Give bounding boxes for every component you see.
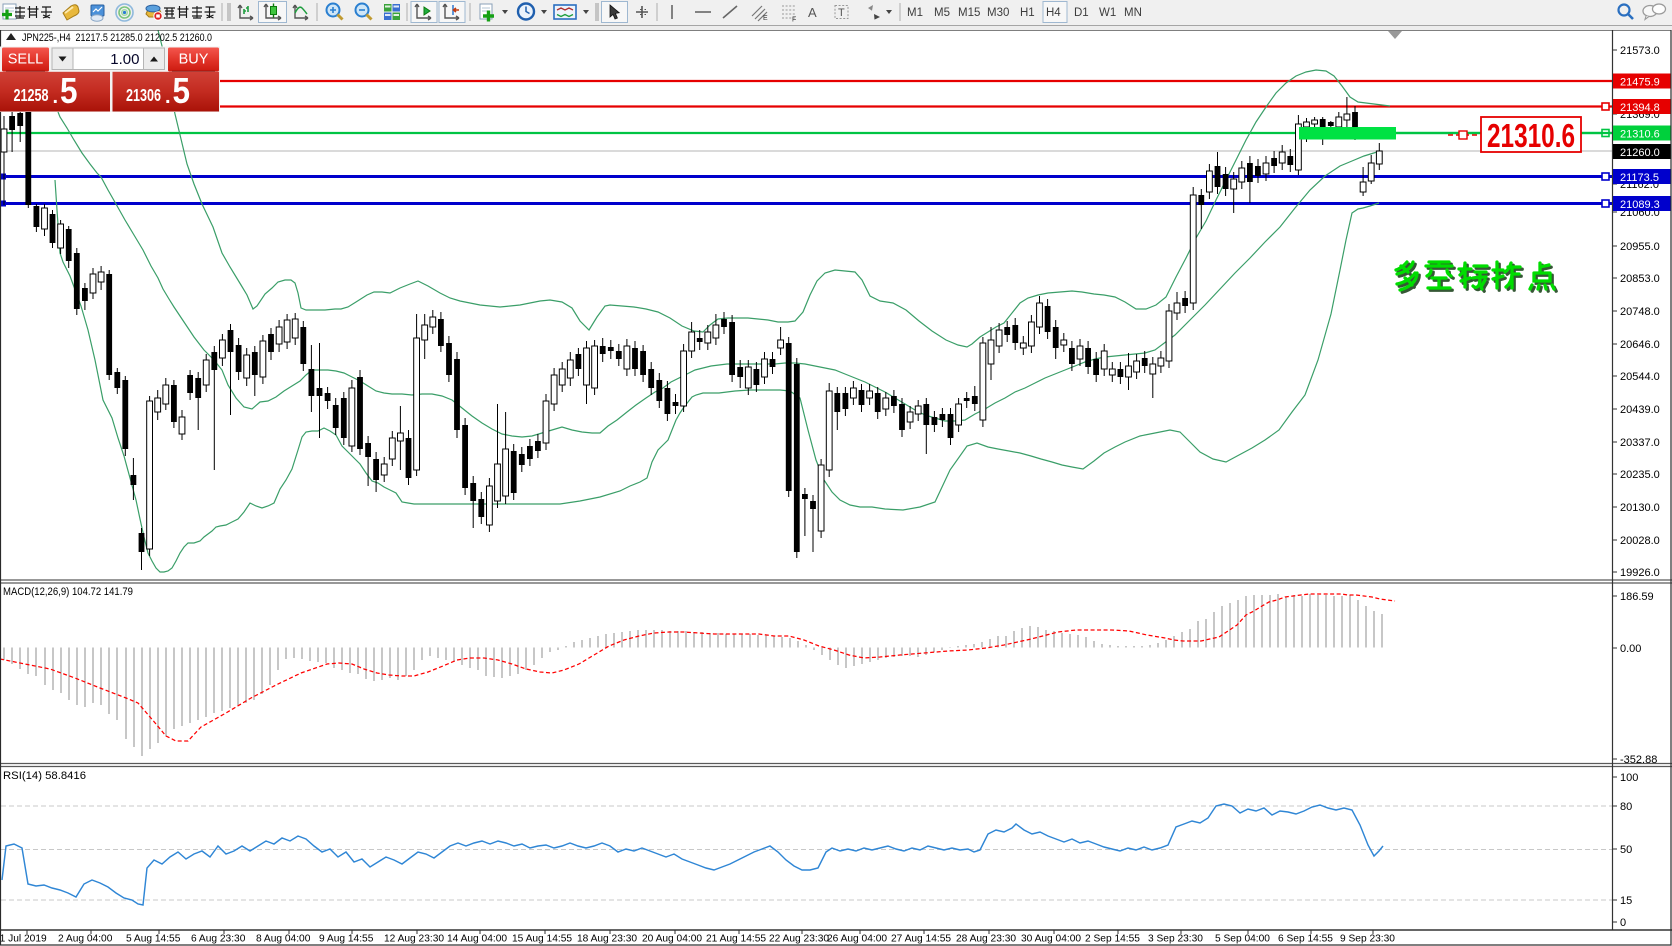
svg-text:H4: H4 xyxy=(1046,7,1061,19)
svg-text:.: . xyxy=(165,86,171,108)
svg-text:JPN225-,H4 21217.5 21285.0 21: JPN225-,H4 21217.5 21285.0 21202.5 21260… xyxy=(22,32,212,44)
svg-text:80: 80 xyxy=(1620,801,1632,813)
svg-text:14 Aug 04:00: 14 Aug 04:00 xyxy=(447,934,507,945)
svg-text:186.59: 186.59 xyxy=(1620,591,1654,603)
svg-text:20130.0: 20130.0 xyxy=(1620,502,1660,514)
svg-text:SELL: SELL xyxy=(8,52,43,68)
svg-text:A: A xyxy=(808,5,817,20)
svg-text:8 Aug 04:00: 8 Aug 04:00 xyxy=(256,934,311,945)
svg-text:50: 50 xyxy=(1620,844,1632,856)
svg-text:21173.5: 21173.5 xyxy=(1620,172,1659,184)
svg-text:3 Sep 23:30: 3 Sep 23:30 xyxy=(1148,934,1203,945)
svg-text:5: 5 xyxy=(173,70,191,111)
svg-text:20955.0: 20955.0 xyxy=(1620,241,1660,253)
svg-text:21310.6: 21310.6 xyxy=(1620,129,1660,141)
svg-text:20439.0: 20439.0 xyxy=(1620,404,1660,416)
svg-text:H1: H1 xyxy=(1020,7,1035,19)
svg-text:MACD(12,26,9) 104.72 141.79: MACD(12,26,9) 104.72 141.79 xyxy=(3,586,133,598)
svg-text:15: 15 xyxy=(1620,895,1632,907)
svg-text:20853.0: 20853.0 xyxy=(1620,273,1660,285)
svg-text:2 Sep 14:55: 2 Sep 14:55 xyxy=(1085,934,1140,945)
svg-text:15 Aug 14:55: 15 Aug 14:55 xyxy=(512,934,572,945)
svg-text:21573.0: 21573.0 xyxy=(1620,45,1660,57)
svg-text:M15: M15 xyxy=(958,7,980,19)
svg-text:21475.9: 21475.9 xyxy=(1620,77,1660,89)
svg-text:6 Aug 23:30: 6 Aug 23:30 xyxy=(191,934,246,945)
svg-text:F: F xyxy=(792,17,796,24)
svg-text:E: E xyxy=(763,15,768,22)
svg-text:.: . xyxy=(53,86,59,108)
svg-text:21258: 21258 xyxy=(14,85,49,105)
svg-text:21089.3: 21089.3 xyxy=(1620,199,1660,211)
svg-text:T: T xyxy=(838,7,845,19)
svg-text:1.00: 1.00 xyxy=(110,51,139,68)
svg-text:26 Aug 04:00: 26 Aug 04:00 xyxy=(827,934,887,945)
svg-text:21310.6: 21310.6 xyxy=(1487,117,1575,154)
svg-text:M30: M30 xyxy=(987,7,1009,19)
svg-text:5: 5 xyxy=(60,70,78,111)
svg-text:W1: W1 xyxy=(1099,7,1116,19)
svg-text:9 Sep 23:30: 9 Sep 23:30 xyxy=(1340,934,1395,945)
svg-text:0: 0 xyxy=(1620,917,1626,929)
svg-text:20235.0: 20235.0 xyxy=(1620,469,1660,481)
svg-text:12 Aug 23:30: 12 Aug 23:30 xyxy=(384,934,444,945)
svg-text:20544.0: 20544.0 xyxy=(1620,371,1660,383)
svg-text:30 Aug 04:00: 30 Aug 04:00 xyxy=(1021,934,1081,945)
svg-text:21 Aug 14:55: 21 Aug 14:55 xyxy=(706,934,766,945)
svg-text:0.00: 0.00 xyxy=(1620,643,1641,655)
svg-text:27 Aug 14:55: 27 Aug 14:55 xyxy=(891,934,951,945)
svg-text:BUY: BUY xyxy=(179,52,209,68)
svg-text:21260.0: 21260.0 xyxy=(1620,147,1660,159)
svg-text:6 Sep 14:55: 6 Sep 14:55 xyxy=(1278,934,1333,945)
svg-text:20748.0: 20748.0 xyxy=(1620,306,1660,318)
svg-text:22 Aug 23:30: 22 Aug 23:30 xyxy=(769,934,829,945)
svg-text:20 Aug 04:00: 20 Aug 04:00 xyxy=(642,934,702,945)
svg-text:19926.0: 19926.0 xyxy=(1620,567,1660,579)
svg-text:20028.0: 20028.0 xyxy=(1620,535,1660,547)
svg-text:18 Aug 23:30: 18 Aug 23:30 xyxy=(577,934,637,945)
svg-text:5 Aug 14:55: 5 Aug 14:55 xyxy=(126,934,181,945)
svg-text:MN: MN xyxy=(1124,7,1142,19)
svg-text:20337.0: 20337.0 xyxy=(1620,437,1660,449)
svg-text:2 Aug 04:00: 2 Aug 04:00 xyxy=(58,934,113,945)
svg-text:5 Sep 04:00: 5 Sep 04:00 xyxy=(1215,934,1270,945)
svg-text:M1: M1 xyxy=(907,7,923,19)
svg-text:28 Aug 23:30: 28 Aug 23:30 xyxy=(956,934,1016,945)
svg-text:RSI(14) 58.8416: RSI(14) 58.8416 xyxy=(3,770,86,782)
svg-text:D1: D1 xyxy=(1074,7,1089,19)
svg-text:M5: M5 xyxy=(934,7,950,19)
svg-text:9 Aug 14:55: 9 Aug 14:55 xyxy=(319,934,374,945)
svg-text:-352.88: -352.88 xyxy=(1620,754,1657,766)
svg-text:100: 100 xyxy=(1620,772,1638,784)
svg-text:31 Jul 2019: 31 Jul 2019 xyxy=(0,934,47,945)
svg-text:21394.8: 21394.8 xyxy=(1620,102,1660,114)
svg-text:20646.0: 20646.0 xyxy=(1620,339,1660,351)
svg-text:21306: 21306 xyxy=(126,85,161,105)
